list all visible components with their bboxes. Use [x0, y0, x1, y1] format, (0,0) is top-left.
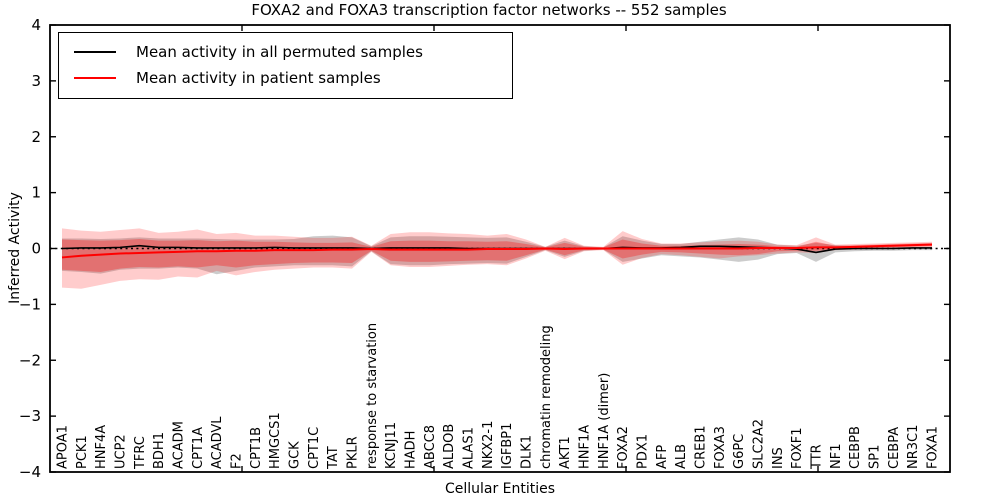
x-category-label: TTR — [810, 444, 825, 470]
x-category-label: ABCC8 — [423, 425, 438, 469]
x-category-label: AFP — [655, 445, 670, 469]
y-tick-label: −1 — [19, 295, 41, 313]
x-category-label: FOXA3 — [713, 426, 728, 469]
x-category-label: PCK1 — [75, 435, 90, 469]
x-category-label: KCNJ11 — [384, 422, 399, 469]
x-category-label: PKLR — [346, 436, 361, 469]
band-patient-samples-outer-range — [62, 228, 932, 289]
x-category-label: ALB — [674, 444, 689, 469]
x-category-label: ALDOB — [442, 424, 457, 469]
legend-line-swatch-patient — [74, 77, 116, 79]
x-category-label: F2 — [230, 453, 245, 469]
x-category-label: FOXF1 — [790, 427, 805, 469]
x-axis-title: Cellular Entities — [444, 481, 556, 497]
y-tick-label: 1 — [31, 184, 41, 202]
y-tick-label: 4 — [31, 16, 41, 34]
x-category-label: ALAS1 — [462, 427, 477, 469]
x-category-label: CEBPA — [887, 427, 902, 469]
band-permuted-samples-range — [62, 235, 932, 275]
x-category-label: CPT1C — [307, 427, 322, 469]
x-category-label: HNF4A — [94, 425, 109, 469]
x-category-label: NKX2-1 — [481, 421, 496, 469]
x-category-label: UCP2 — [114, 434, 129, 469]
y-tick-label: 2 — [31, 128, 41, 146]
x-category-label: HNF1A — [578, 425, 593, 469]
x-category-label: CPT1A — [191, 427, 206, 469]
x-category-label: SLC2A2 — [752, 419, 767, 469]
x-category-label: FOXA2 — [616, 426, 631, 469]
x-category-label: ACADM — [172, 421, 187, 469]
y-axis-title: Inferred Activity — [7, 192, 23, 304]
y-tick-label: 3 — [31, 72, 41, 90]
x-category-label: TFRC — [133, 436, 148, 470]
x-category-label: INS — [771, 447, 786, 469]
x-category-label: SP1 — [868, 445, 883, 469]
x-category-label: TAT — [326, 446, 341, 470]
x-category-label: APOA1 — [56, 425, 71, 469]
chart-title: FOXA2 and FOXA3 transcription factor net… — [251, 1, 727, 19]
x-category-label: GCK — [288, 441, 303, 469]
x-category-label: AKT1 — [558, 436, 573, 469]
legend: Mean activity in all permuted samples Me… — [58, 32, 513, 99]
x-category-label: CPT1B — [249, 427, 264, 469]
x-category-label: G6PC — [732, 434, 747, 469]
x-category-label: CEBPB — [848, 426, 863, 469]
x-category-label: ACADVL — [210, 416, 225, 469]
x-category-label: response to starvation — [365, 323, 380, 469]
x-category-label: CREB1 — [694, 425, 709, 469]
x-category-label: PDX1 — [636, 434, 651, 469]
x-category-label: NR3C1 — [906, 425, 921, 469]
x-category-label: HNF1A (dimer) — [597, 373, 612, 469]
y-tick-label: −3 — [19, 407, 41, 425]
y-tick-label: −4 — [19, 463, 41, 481]
y-tick-label: 0 — [31, 240, 41, 258]
x-category-label: BDH1 — [152, 432, 167, 469]
legend-entry: Mean activity in all permuted samples — [59, 39, 512, 65]
legend-line-swatch-permuted — [74, 51, 116, 53]
x-category-label: DLK1 — [520, 435, 535, 469]
legend-entry: Mean activity in patient samples — [59, 65, 512, 91]
legend-entry-label: Mean activity in patient samples — [136, 69, 381, 87]
x-category-label: HMGCS1 — [268, 412, 283, 469]
legend-entry-label: Mean activity in all permuted samples — [136, 43, 423, 61]
x-category-label: chromatin remodeling — [539, 325, 554, 469]
x-category-label: NF1 — [829, 444, 844, 469]
x-category-label: HADH — [404, 431, 419, 469]
x-category-label: IGFBP1 — [500, 423, 515, 469]
series-line-patient — [61, 243, 933, 259]
x-category-label: FOXA1 — [926, 426, 941, 469]
y-tick-label: −2 — [19, 351, 41, 369]
